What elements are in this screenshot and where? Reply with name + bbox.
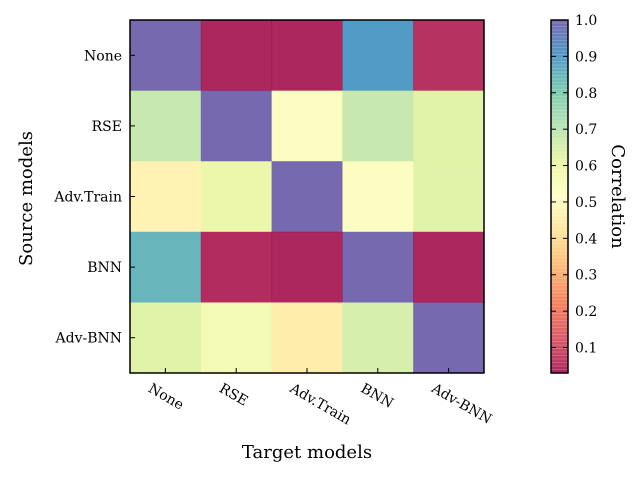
heatmap-cell <box>271 231 343 303</box>
heatmap-cell <box>200 161 273 233</box>
heatmap-cell <box>130 161 202 233</box>
heatmap-cell <box>200 302 273 374</box>
colorbar-ticks: 0.1 0.2 0.3 0.4 0.5 0.6 0.7 0.8 0.9 1.0 <box>551 13 597 357</box>
y-tick-label: None <box>84 48 122 64</box>
x-tick-label: None <box>145 381 186 414</box>
heatmap-cell <box>342 20 414 92</box>
y-tick-label: Adv-BNN <box>55 331 123 347</box>
x-axis-ticks: None RSE Adv.Train BNN Adv-BNN <box>145 368 494 428</box>
y-tick-label: BNN <box>87 260 122 276</box>
heatmap-cell <box>271 161 343 233</box>
colorbar-tick-label: 0.4 <box>575 231 597 247</box>
heatmap-cell <box>200 90 273 162</box>
heatmap-cell <box>413 90 485 162</box>
heatmap-cell <box>130 302 202 374</box>
heatmap-cell <box>413 302 485 374</box>
colorbar <box>551 20 568 373</box>
heatmap-cell <box>413 231 485 303</box>
x-tick-label: Adv.Train <box>286 380 353 428</box>
heatmap-cell <box>200 20 273 92</box>
heatmap-cell <box>130 90 202 162</box>
heatmap-cell <box>130 20 202 92</box>
heatmap-cell <box>271 90 343 162</box>
x-tick-label: RSE <box>216 381 250 410</box>
colorbar-tick-label: 0.7 <box>575 122 597 138</box>
x-tick-label: Adv-BNN <box>428 380 494 428</box>
heatmap-cell <box>413 161 485 233</box>
colorbar-tick-label: 0.8 <box>575 86 597 102</box>
heatmap-cell <box>342 231 414 303</box>
heatmap-cell <box>342 302 414 374</box>
heatmap-cell <box>271 20 343 92</box>
y-tick-label: Adv.Train <box>53 190 122 206</box>
y-axis-ticks: None RSE Adv.Train BNN Adv-BNN <box>53 48 135 347</box>
colorbar-tick-label: 0.1 <box>575 341 597 357</box>
x-tick-label: BNN <box>358 381 396 412</box>
colorbar-tick-label: 0.6 <box>575 159 597 175</box>
colorbar-tick-label: 0.3 <box>575 268 597 284</box>
colorbar-frame <box>550 19 569 374</box>
y-axis-title: Source models <box>16 131 37 266</box>
heatmap-cell <box>342 90 414 162</box>
colorbar-title: Correlation <box>607 144 628 249</box>
heatmap-cell <box>130 231 202 303</box>
colorbar-tick-label: 0.2 <box>575 304 597 320</box>
heatmap-cell <box>200 231 273 303</box>
colorbar-bands <box>551 22 568 370</box>
colorbar-tick-label: 1.0 <box>575 13 597 29</box>
heatmap-cell <box>271 302 343 374</box>
heatmap-cell <box>413 20 485 92</box>
colorbar-tick-label: 0.9 <box>575 49 597 65</box>
heatmap-cells <box>130 20 485 374</box>
y-tick-label: RSE <box>92 119 122 135</box>
x-axis-title: Target models <box>242 442 372 463</box>
colorbar-tick-label: 0.5 <box>575 195 597 211</box>
heatmap-cell <box>342 161 414 233</box>
